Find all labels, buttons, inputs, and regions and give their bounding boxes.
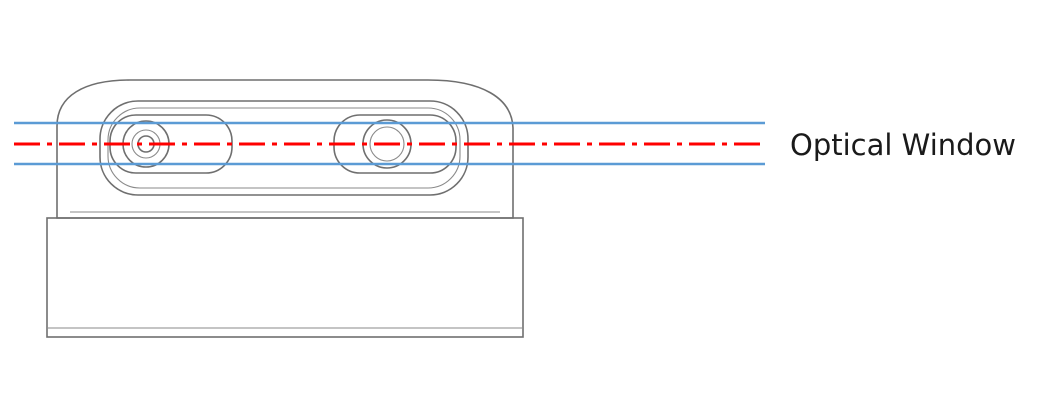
optical-window-markers bbox=[14, 121, 765, 166]
optical-window-label: Optical Window bbox=[790, 128, 1016, 162]
camera-front-panel-inner bbox=[107, 107, 461, 189]
right-lens-center bbox=[369, 126, 405, 162]
camera-housing bbox=[56, 79, 514, 219]
camera-front-panel-outer bbox=[99, 100, 469, 196]
camera-device bbox=[46, 79, 524, 338]
camera-lower-body bbox=[46, 217, 524, 338]
